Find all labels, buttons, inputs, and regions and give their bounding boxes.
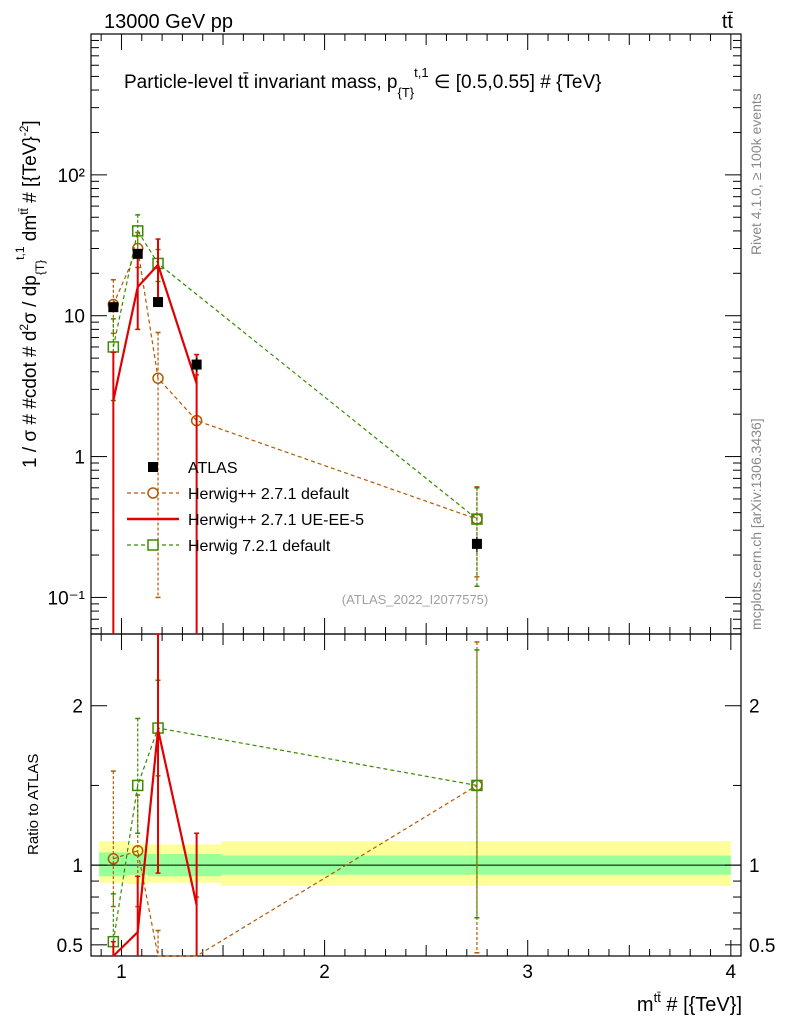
axes: 10⁻¹ 1 10 10² 1 2 3 4 0.5 0.5 1 1 2 2 [48,33,775,983]
mcplots-label: mcplots.cern.ch [arXiv:1306.3436] [748,418,764,630]
legend-label: Herwig++ 2.7.1 UE-EE-5 [188,512,364,529]
mc-point-circle [152,372,164,384]
legend-marker-square [147,539,159,551]
data-point [153,297,164,308]
watermark: (ATLAS_2022_I2077575) [342,592,488,607]
ratio-tick-label-right: 1 [749,856,760,877]
ratio-tick-label-right: 0.5 [749,936,775,957]
mc-point-square [471,779,483,792]
legend-label: Herwig++ 2.7.1 default [188,486,350,503]
ratio-tick-label: 2 [72,697,83,718]
ratio-y-axis-label: Ratio to ATLAS [25,754,42,855]
ratio-series-line [113,784,478,957]
data-point [191,359,202,370]
series-line [112,229,478,520]
series-line [112,262,198,401]
legend-label: Herwig 7.2.1 default [188,538,331,555]
x-tick-label: 2 [319,962,330,983]
ratio-series-line [112,729,198,957]
series [107,214,483,634]
ratio-band-stat [127,853,148,875]
mc-point-circle [131,845,144,857]
ratio-band [91,841,741,886]
data-point [471,538,482,549]
legend: ATLAS Herwig++ 2.7.1 default Herwig++ 2.7.… [127,460,364,555]
header-right: tt̄ [722,11,734,33]
rivet-label: Rivet 4.1.0, ≥ 100k events [748,93,764,255]
y-tick-label: 10 [64,307,85,328]
ratio-series [107,633,483,957]
data-point [108,302,119,313]
y-tick-label: 10² [58,166,85,187]
x-tick-label: 4 [726,962,737,983]
x-tick-label: 1 [116,962,127,983]
data-point [132,248,143,259]
mc-point-square [131,225,144,237]
ratio-panel [90,633,742,957]
mc-point-circle [107,853,120,865]
ratio-panel-frame [90,633,742,957]
header-left: 13000 GeV pp [104,11,233,33]
ratio-tick-label: 1 [72,856,83,877]
ratio-tick-label-right: 2 [749,697,760,718]
series-line [112,246,478,520]
mc-point-square [471,513,483,525]
y-axis-label: 1 / σ # #cdot # d2σ / dp{T}t,1 dmtt̄ # [… [13,120,47,468]
legend-marker-circle [147,487,159,499]
x-tick-label: 3 [522,962,533,983]
mc-point-square [131,779,144,792]
y-tick-label: 1 [74,448,85,469]
ratio-series-line [112,727,478,942]
y-tick-label: 10⁻¹ [48,588,86,609]
x-axis-label: mtt̄ # [{TeV}] [637,990,742,1016]
legend-label: ATLAS [188,460,238,477]
legend-marker-atlas [148,462,158,472]
chart-title: Particle-level tt̄ invariant mass, p{T}t… [124,65,602,100]
ratio-tick-label: 0.5 [57,936,83,957]
